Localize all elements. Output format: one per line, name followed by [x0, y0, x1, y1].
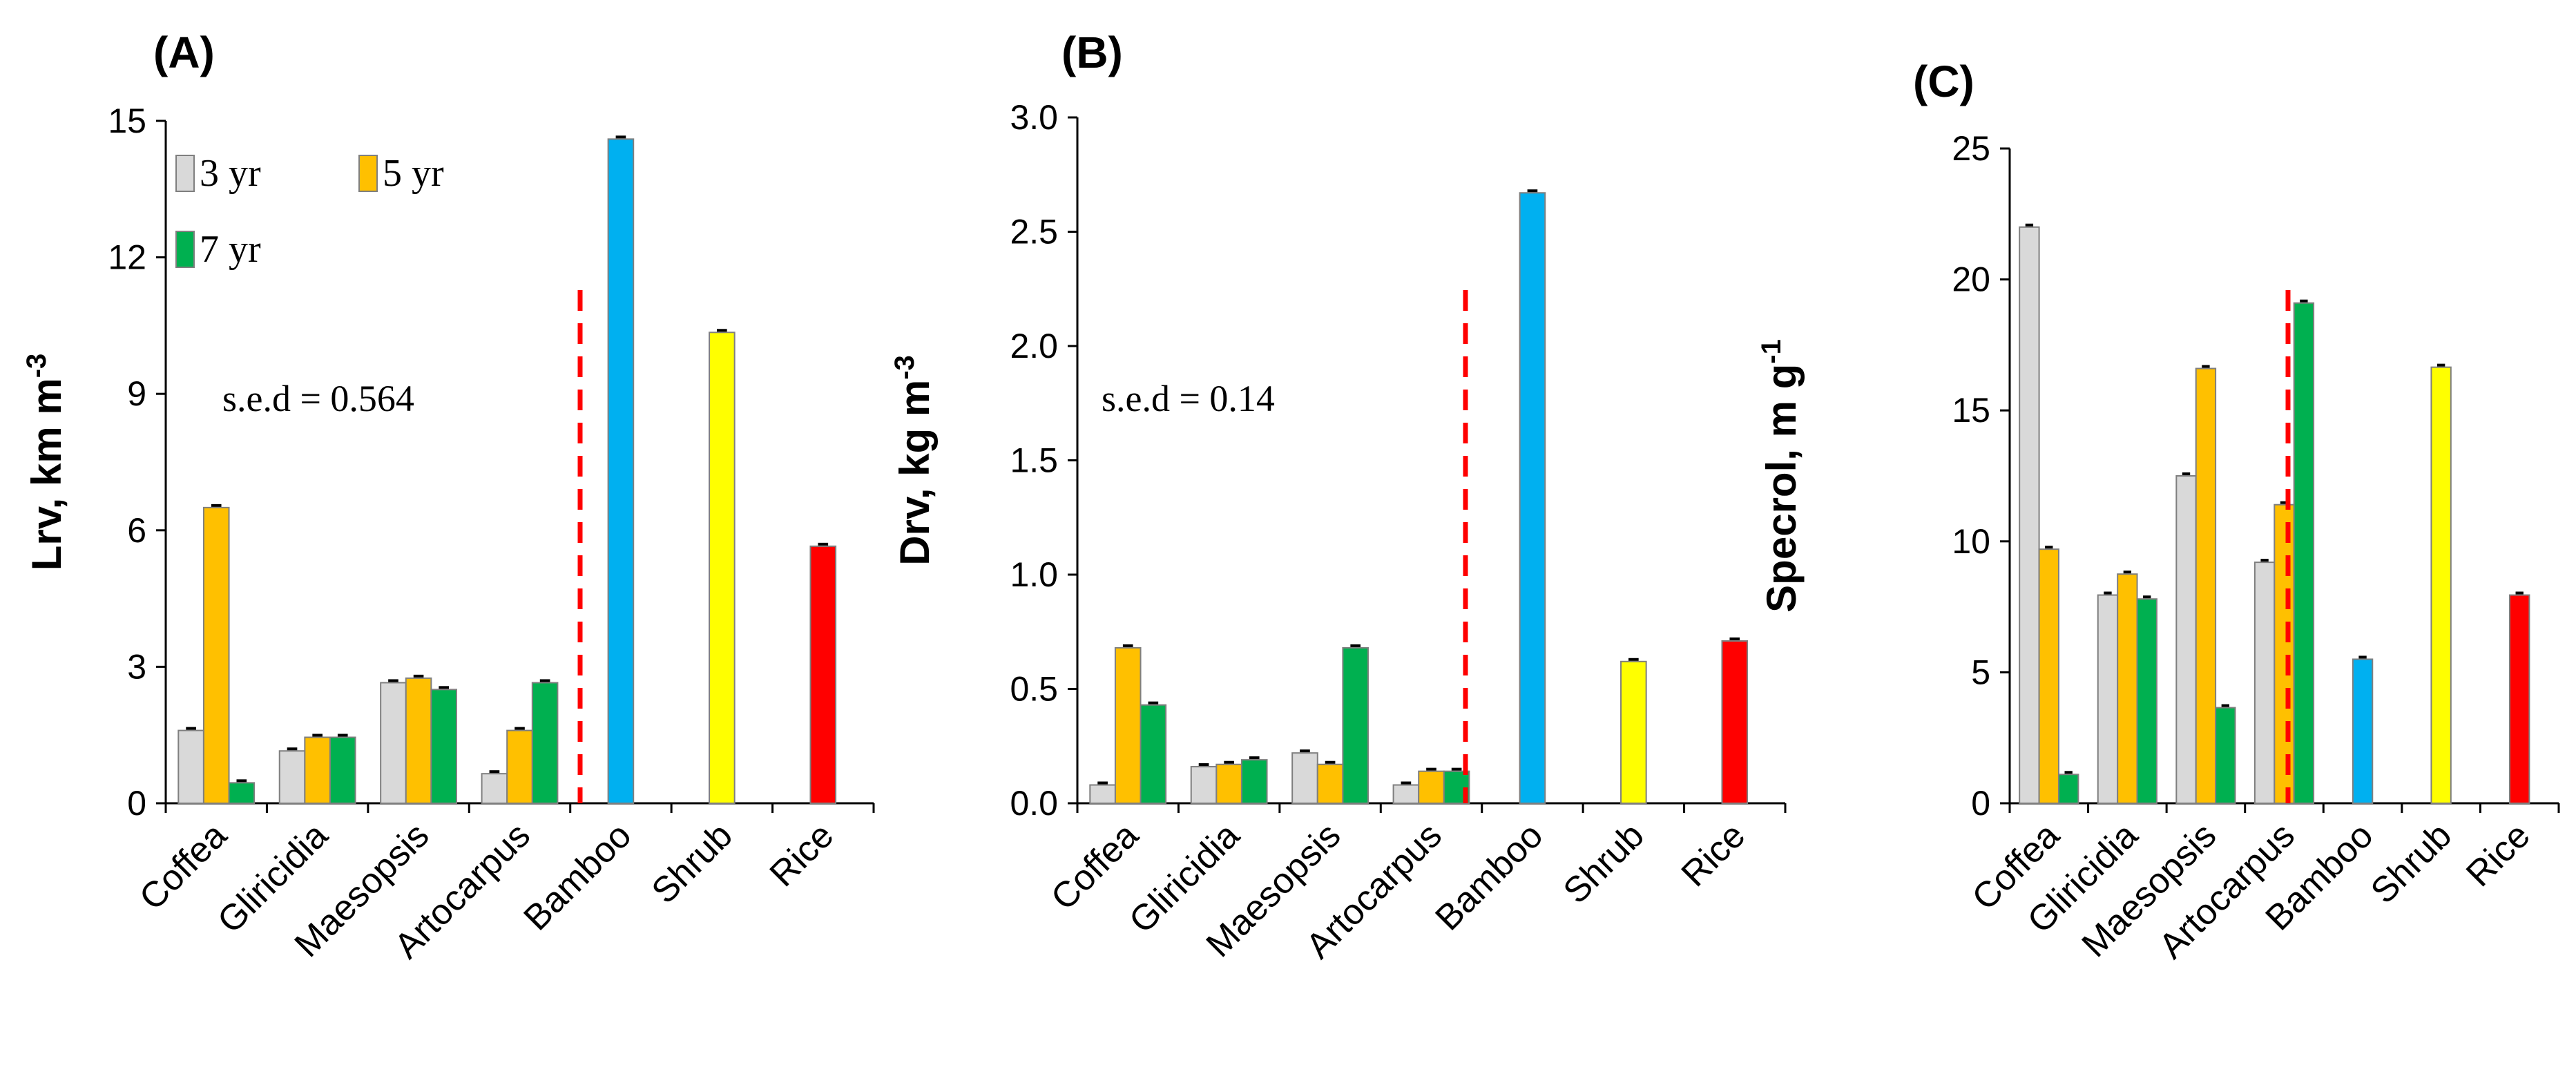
bar-5yr: [1215, 763, 1242, 804]
bar-5yr: [202, 506, 230, 804]
bar-3yr: [2175, 475, 2197, 804]
bar-bamboo: [2352, 658, 2374, 804]
bar-3yr: [1392, 784, 1420, 805]
x-tick-label: Rice: [2459, 815, 2538, 894]
x-tick-label: Rice: [762, 815, 842, 894]
bar-3yr: [1089, 784, 1116, 805]
y-tick-label: 3: [127, 647, 146, 686]
bar-5yr: [1114, 646, 1142, 804]
bar-5yr: [506, 729, 533, 804]
bar-3yr: [1291, 752, 1318, 805]
y-axis-label: Lrv, km m-3: [21, 354, 70, 571]
x-tick-label: Rice: [1674, 815, 1753, 894]
sed-annotation: s.e.d = 0.564: [222, 378, 414, 419]
legend-label: 3 yr: [200, 152, 261, 195]
y-axis-label: Specrol, m g-1: [1756, 339, 1805, 613]
legend-swatch: [175, 231, 195, 268]
bar-7yr: [1240, 759, 1268, 804]
bar-bamboo: [1519, 192, 1546, 805]
bar-5yr: [304, 736, 331, 804]
x-tick-label: Shrub: [2363, 815, 2459, 911]
bar-7yr: [1443, 770, 1470, 805]
bar-shrub: [709, 332, 736, 804]
y-tick-label: 1.5: [1010, 441, 1058, 480]
y-tick-label: 15: [108, 102, 146, 140]
bar-7yr: [2136, 598, 2157, 804]
y-tick-label: 25: [1952, 129, 1990, 168]
bar-5yr: [1316, 763, 1344, 804]
bar-3yr: [481, 773, 508, 804]
bar-5yr: [2195, 367, 2217, 804]
sed-annotation: s.e.d = 0.14: [1102, 378, 1275, 419]
panel-label: (B): [1061, 28, 1123, 77]
y-tick-label: 9: [127, 374, 146, 413]
bar-7yr: [2215, 707, 2236, 805]
bar-3yr: [380, 682, 407, 804]
bar-7yr: [1140, 704, 1167, 804]
y-tick-label: 5: [1971, 653, 1990, 691]
y-tick-label: 0.0: [1010, 784, 1058, 823]
bar-7yr: [531, 682, 559, 804]
y-tick-label: 2.0: [1010, 327, 1058, 365]
bar-3yr: [177, 729, 204, 804]
bar-7yr: [2293, 302, 2315, 804]
bar-3yr: [2253, 562, 2276, 804]
bar-rice: [809, 545, 837, 804]
legend-label: 5 yr: [383, 152, 444, 195]
y-tick-label: 0: [1971, 784, 1990, 823]
bar-5yr: [2117, 573, 2138, 804]
bar-7yr: [228, 782, 256, 804]
bar-7yr: [2057, 774, 2079, 804]
bar-3yr: [278, 750, 306, 804]
bar-7yr: [430, 689, 457, 804]
bar-3yr: [2019, 226, 2040, 804]
x-tick-label: Shrub: [1556, 815, 1652, 911]
y-tick-label: 20: [1952, 260, 1990, 299]
legend-label: 7 yr: [200, 228, 261, 271]
bar-3yr: [1190, 766, 1218, 805]
bar-5yr: [2038, 548, 2059, 805]
bar-5yr: [1418, 770, 1445, 805]
panel-label: (A): [153, 28, 215, 77]
bar-rice: [2509, 594, 2530, 804]
bar-7yr: [1342, 646, 1369, 804]
bar-rice: [1721, 640, 1749, 804]
bar-5yr: [405, 677, 432, 804]
y-tick-label: 10: [1952, 522, 1990, 561]
bar-bamboo: [607, 138, 635, 804]
y-tick-label: 2.5: [1010, 213, 1058, 251]
y-tick-label: 0: [127, 784, 146, 823]
y-axis-label: Drv, kg m-3: [890, 355, 938, 566]
bar-3yr: [2097, 594, 2119, 804]
panel-label: (C): [1913, 57, 1974, 106]
bar-7yr: [329, 736, 356, 804]
legend-swatch: [358, 155, 378, 192]
y-tick-label: 3.0: [1010, 98, 1058, 137]
legend-swatch: [175, 155, 195, 192]
y-tick-label: 1.0: [1010, 555, 1058, 594]
y-tick-label: 6: [127, 511, 146, 550]
y-tick-label: 12: [108, 238, 146, 277]
y-tick-label: 15: [1952, 391, 1990, 430]
x-tick-label: Bamboo: [516, 815, 639, 938]
legend: 3 yr 5 yr 7 yr: [175, 152, 444, 271]
x-tick-label: Bamboo: [1428, 815, 1550, 938]
bar-shrub: [2430, 366, 2452, 804]
bar-5yr: [2274, 504, 2295, 804]
x-tick-label: Shrub: [644, 815, 740, 911]
y-tick-label: 0.5: [1010, 670, 1058, 709]
bar-shrub: [1620, 660, 1647, 805]
